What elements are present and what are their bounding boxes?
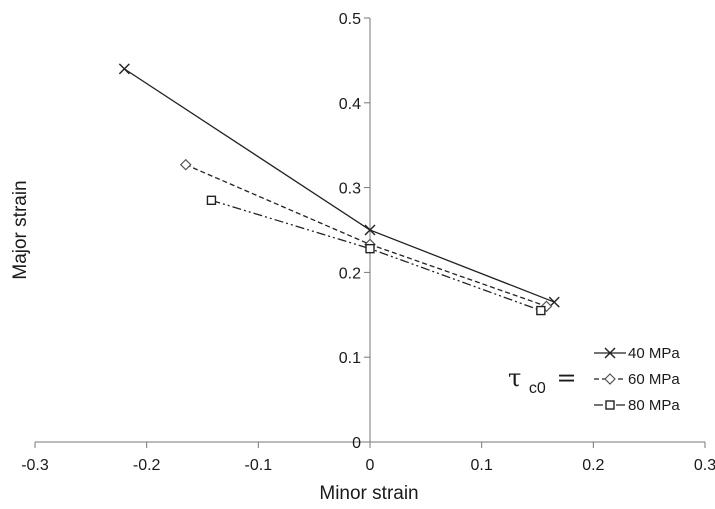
x-tick-label: -0.1: [245, 457, 273, 474]
legend-label: 40 MPa: [628, 345, 680, 362]
legend-title-subscript: c0: [529, 380, 546, 397]
data-point: [179, 158, 192, 171]
series-square: [206, 195, 546, 316]
series-line: [185, 164, 547, 307]
y-tick-label: 0: [352, 435, 361, 452]
series-line: [211, 199, 542, 312]
x-tick-label: -0.3: [21, 457, 49, 474]
data-point: [364, 224, 376, 236]
legend-title: τ c0 =: [508, 364, 577, 399]
marker-stroke: [118, 63, 130, 75]
data-point: [118, 63, 130, 75]
legend-marker: [605, 400, 615, 410]
legend-title-symbol: τ: [508, 364, 521, 392]
y-tick-label: 0.4: [339, 96, 361, 113]
y-tick-label: 0.3: [339, 181, 361, 198]
marker-stroke: [364, 224, 376, 236]
data-point: [365, 243, 375, 254]
x-tick-label: 0.1: [471, 457, 493, 474]
legend-entry: 80 MPa: [594, 397, 680, 414]
x-axis-title: Minor strain: [319, 483, 418, 504]
x-tick-label: -0.2: [133, 457, 161, 474]
y-axis-title: Major strain: [10, 180, 31, 279]
series-diamond: [179, 158, 553, 313]
data-point: [206, 195, 217, 206]
legend-entry: 40 MPa: [594, 345, 680, 362]
series-x: [118, 63, 560, 308]
x-tick-label: 0: [366, 457, 375, 474]
legend-marker: [604, 373, 616, 385]
legend-marker: [604, 347, 616, 359]
y-tick-label: 0.2: [339, 265, 361, 282]
marker-stroke: [604, 347, 616, 359]
legend-label: 80 MPa: [628, 397, 680, 414]
axes: -0.3 -0.2 -0.1 0 0.1 0.2 0.3 0 0.1 0.2 0.3 0.4 0.5: [21, 11, 715, 474]
series-layer: [118, 63, 560, 316]
legend-entry: 60 MPa: [594, 371, 680, 388]
data-point: [536, 305, 546, 316]
legend-label: 60 MPa: [628, 371, 680, 388]
x-tick-label: 0.3: [694, 457, 715, 474]
legend: τ c0 = 40 MPa 60 MPa 80 MPa: [508, 345, 680, 414]
x-tick-label: 0.2: [582, 457, 604, 474]
y-tick-label: 0.1: [339, 350, 361, 367]
legend-title-equals: =: [556, 364, 576, 392]
y-tick-label: 0.5: [339, 11, 361, 28]
